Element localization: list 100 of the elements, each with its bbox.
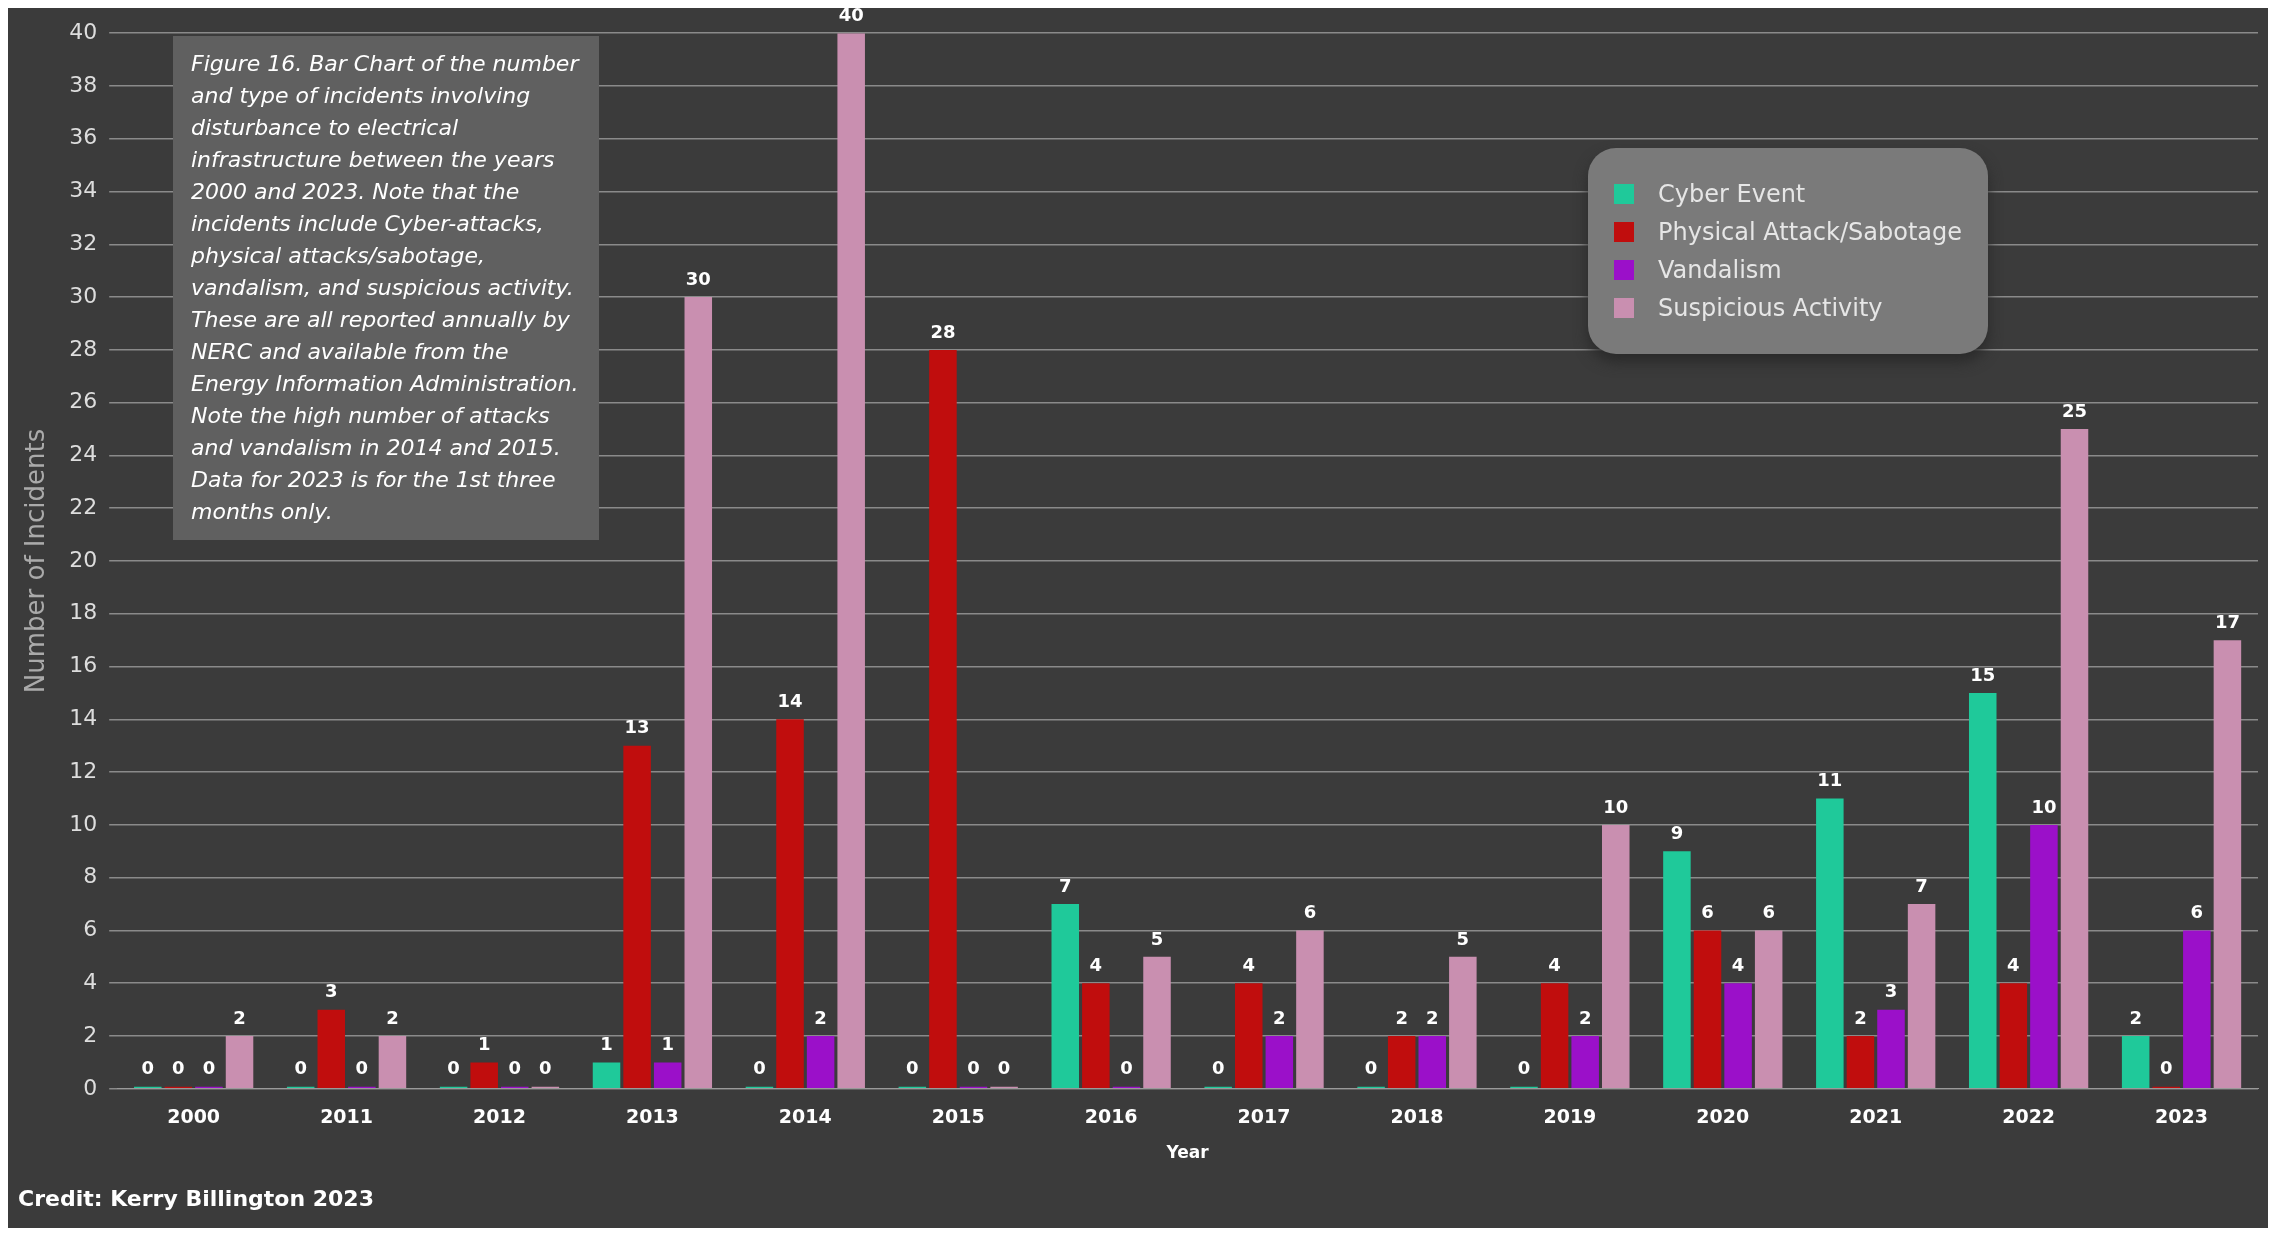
data-label: 0 (508, 1057, 522, 1079)
data-label: 15 (1970, 663, 1996, 685)
data-label: 40 (838, 3, 864, 25)
bar (1265, 1036, 1294, 1089)
x-tick-label: 2014 (778, 1105, 832, 1128)
data-label: 6 (2190, 901, 2204, 923)
bar (1143, 956, 1171, 1089)
bar (592, 1062, 621, 1089)
y-tick-label: 16 (69, 652, 98, 678)
data-label: 30 (685, 267, 711, 289)
y-tick-label: 22 (69, 493, 98, 519)
bar (470, 1062, 498, 1089)
bar (1387, 1036, 1416, 1089)
legend-label: Cyber Event (1658, 180, 1806, 208)
y-tick-label: 2 (83, 1021, 98, 1047)
bar (317, 1009, 346, 1089)
x-tick-label: 2011 (320, 1105, 374, 1128)
bar (1602, 824, 1630, 1089)
data-label: 1 (661, 1033, 674, 1055)
x-tick-label: 2019 (1543, 1105, 1597, 1128)
data-label: 0 (967, 1057, 980, 1079)
bar (2213, 640, 2242, 1089)
data-label: 25 (2061, 399, 2088, 421)
data-label: 4 (1548, 953, 1561, 975)
data-label: 9 (1670, 821, 1684, 843)
bar (1846, 1036, 1875, 1089)
bar (2121, 1036, 2150, 1089)
bar (1907, 904, 1936, 1089)
bar (1540, 983, 1569, 1089)
data-label: 2 (2129, 1006, 2142, 1028)
data-label: 5 (1150, 927, 1164, 949)
bar (1816, 798, 1844, 1089)
data-label: 17 (2214, 610, 2240, 632)
legend-label: Physical Attack/Sabotage (1658, 218, 1962, 246)
y-tick-label: 26 (69, 388, 98, 414)
bar (2030, 824, 2058, 1089)
y-tick-label: 38 (69, 71, 98, 97)
y-tick-label: 36 (69, 124, 98, 150)
x-tick-label: 2017 (1237, 1105, 1291, 1128)
x-tick-label: 2015 (931, 1105, 985, 1128)
bar (1877, 1009, 1905, 1089)
x-tick-label: 2018 (1390, 1105, 1444, 1128)
data-label: 5 (1456, 927, 1470, 949)
data-label: 10 (2031, 795, 2057, 817)
data-label: 7 (1059, 874, 1072, 896)
y-tick-label: 12 (69, 757, 98, 783)
bar (1051, 904, 1080, 1089)
data-label: 0 (2159, 1057, 2173, 1079)
data-label: 0 (172, 1057, 185, 1079)
data-label: 0 (539, 1057, 552, 1079)
data-label: 2 (1578, 1006, 1592, 1028)
y-tick-label: 34 (69, 177, 98, 203)
data-label: 6 (1303, 901, 1317, 923)
bar (1418, 1036, 1447, 1089)
y-tick-label: 4 (83, 968, 98, 994)
bar (929, 349, 957, 1089)
data-label: 4 (1242, 953, 1256, 975)
data-label: 2 (1854, 1006, 1867, 1028)
data-label: 0 (141, 1057, 155, 1079)
data-label: 0 (202, 1057, 216, 1079)
bar (837, 33, 865, 1089)
data-label: 2 (1273, 1006, 1286, 1028)
data-label: 0 (906, 1057, 919, 1079)
data-label: 0 (753, 1057, 766, 1079)
data-label: 0 (355, 1057, 369, 1079)
data-label: 0 (1364, 1057, 1378, 1079)
bar (776, 719, 804, 1089)
bar (1754, 930, 1783, 1089)
data-label: 0 (447, 1057, 460, 1079)
bar (684, 297, 713, 1089)
bar (1724, 983, 1752, 1089)
data-label: 4 (1731, 953, 1745, 975)
y-tick-label: 10 (69, 810, 98, 836)
y-tick-label: 18 (69, 599, 98, 625)
data-label: 2 (233, 1006, 246, 1028)
bar (1571, 1036, 1599, 1089)
bar (623, 745, 651, 1089)
y-tick-label: 0 (83, 1074, 98, 1100)
data-label: 6 (1762, 901, 1775, 923)
y-tick-label: 30 (69, 282, 98, 308)
data-label: 6 (1701, 901, 1714, 923)
x-tick-label: 2023 (2155, 1105, 2208, 1128)
bar (1999, 983, 2028, 1089)
y-tick-label: 24 (69, 441, 98, 467)
data-label: 0 (1517, 1057, 1531, 1079)
x-axis-title: Year (1165, 1142, 1210, 1163)
data-label: 7 (1915, 874, 1928, 896)
bar (378, 1036, 407, 1089)
data-label: 2 (1425, 1006, 1439, 1028)
y-tick-label: 8 (83, 863, 98, 889)
bar (1296, 930, 1324, 1089)
y-tick-label: 28 (69, 335, 98, 361)
data-label: 28 (930, 320, 956, 342)
bar (806, 1036, 835, 1089)
data-label: 4 (1089, 953, 1103, 975)
x-tick-label: 2016 (1084, 1105, 1138, 1128)
bar (1693, 930, 1722, 1089)
y-axis-title: Number of Incidents (20, 428, 51, 694)
y-tick-label: 6 (83, 916, 98, 942)
data-label: 3 (1884, 980, 1898, 1002)
